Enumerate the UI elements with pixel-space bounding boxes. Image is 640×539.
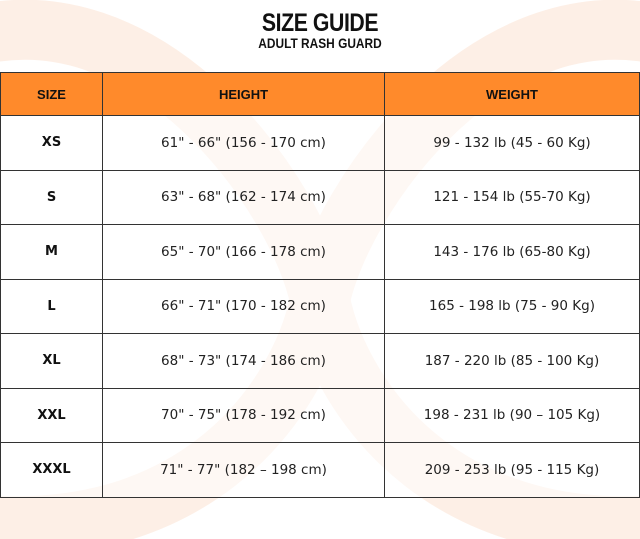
weight-cell: 99 - 132 lb (45 - 60 Kg) [384,115,640,171]
weight-cell: 187 - 220 lb (85 - 100 Kg) [384,333,640,389]
size-cell: L [0,278,103,334]
column-header-size: SIZE [0,72,103,116]
weight-cell: 209 - 253 lb (95 - 115 Kg) [384,442,640,498]
column-header-height: HEIGHT [102,72,385,116]
height-cell: 68" - 73" (174 - 186 cm) [102,333,385,389]
height-cell: 65" - 70" (166 - 178 cm) [102,224,385,280]
page-subtitle: ADULT RASH GUARD [258,35,382,51]
height-cell: 63" - 68" (162 - 174 cm) [102,169,385,225]
height-cell: 61" - 66" (156 - 170 cm) [102,115,385,171]
table-row: XS 61" - 66" (156 - 170 cm) 99 - 132 lb (4… [0,115,640,171]
size-table: SIZE HEIGHT WEIGHT XS 61" - 66" (156 - 17… [0,72,640,498]
height-cell: 66" - 71" (170 - 182 cm) [102,278,385,334]
header: SIZE GUIDE ADULT RASH GUARD [0,10,640,50]
weight-cell: 198 - 231 lb (90 – 105 Kg) [384,387,640,443]
size-cell: M [0,224,103,280]
table-row: XXXL 71" - 77" (182 – 198 cm) 209 - 253 lb… [0,442,640,498]
table-row: S 63" - 68" (162 - 174 cm) 121 - 154 lb (5… [0,169,640,225]
height-cell: 71" - 77" (182 – 198 cm) [102,442,385,498]
size-cell: XXL [0,387,103,443]
table-row: XXL 70" - 75" (178 - 192 cm) 198 - 231 lb … [0,387,640,443]
size-cell: XL [0,333,103,389]
height-cell: 70" - 75" (178 - 192 cm) [102,387,385,443]
table-row: L 66" - 71" (170 - 182 cm) 165 - 198 lb (7… [0,278,640,334]
table-row: XL 68" - 73" (174 - 186 cm) 187 - 220 lb (… [0,333,640,389]
table-row: M 65" - 70" (166 - 178 cm) 143 - 176 lb (6… [0,224,640,280]
size-cell: XXXL [0,442,103,498]
weight-cell: 165 - 198 lb (75 - 90 Kg) [384,278,640,334]
column-header-weight: WEIGHT [384,72,640,116]
page-title: SIZE GUIDE [261,9,379,37]
size-cell: XS [0,115,103,171]
table-header-row: SIZE HEIGHT WEIGHT [0,72,640,116]
weight-cell: 143 - 176 lb (65-80 Kg) [384,224,640,280]
weight-cell: 121 - 154 lb (55-70 Kg) [384,169,640,225]
size-cell: S [0,169,103,225]
